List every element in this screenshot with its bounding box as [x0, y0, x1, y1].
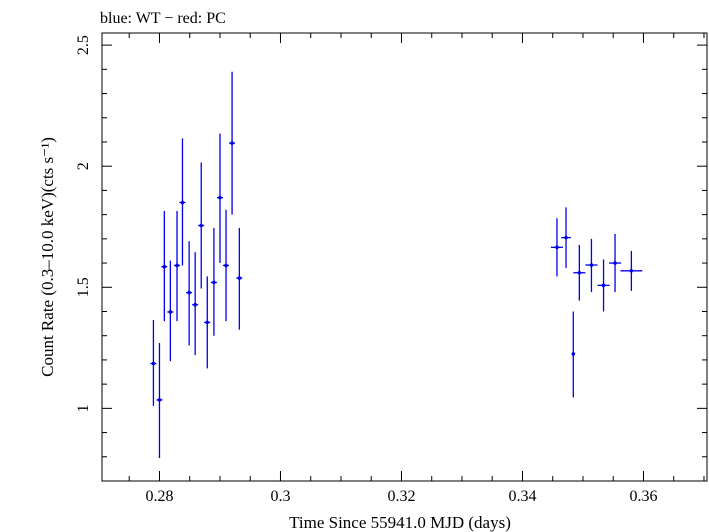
data-point	[156, 342, 163, 458]
data-point	[550, 218, 564, 277]
x-tick-label: 0.3	[270, 488, 290, 505]
data-point	[620, 250, 643, 291]
point-marker	[577, 270, 582, 275]
data-point	[186, 241, 193, 346]
point-marker	[199, 223, 204, 228]
data-point	[150, 319, 157, 406]
data-point	[204, 276, 211, 369]
point-marker	[230, 141, 234, 145]
data-point	[210, 227, 217, 336]
data-point	[585, 238, 598, 293]
data-point	[198, 162, 205, 289]
point-marker	[168, 310, 173, 314]
y-tick-label: 1	[75, 404, 92, 412]
point-marker	[571, 352, 576, 356]
point-marker	[162, 264, 167, 269]
data-point	[561, 207, 571, 268]
data-point	[229, 71, 236, 215]
point-marker	[212, 280, 216, 285]
data-point	[223, 209, 230, 322]
data-point	[173, 210, 181, 322]
x-tick-label: 0.28	[145, 488, 173, 505]
point-marker	[601, 283, 606, 288]
point-marker	[237, 276, 242, 280]
data-point	[161, 210, 168, 322]
data-point	[167, 260, 174, 362]
point-marker	[193, 302, 197, 307]
point-marker	[187, 290, 191, 295]
point-marker	[224, 263, 228, 268]
point-marker	[218, 195, 222, 200]
point-marker	[629, 269, 634, 273]
x-axis: 0.28 0.3 0.32 0.34 0.36	[128, 33, 705, 505]
y-axis: 1 1.5 2 2.5	[75, 35, 707, 482]
x-tick-label: 0.34	[508, 488, 536, 505]
point-marker	[175, 263, 179, 268]
chart-title: blue: WT − red: PC	[100, 10, 226, 27]
y-axis-title: Count Rate (0.3–10.0 keV)(cts s⁻¹)	[38, 137, 57, 377]
y-tick-label: 1.5	[75, 277, 92, 297]
point-marker	[151, 361, 156, 366]
plot-frame	[101, 32, 708, 482]
data-point	[216, 133, 223, 264]
point-marker	[564, 235, 568, 240]
x-tick-label: 0.36	[629, 488, 657, 505]
y-tick-label: 2.5	[75, 35, 92, 55]
point-marker	[589, 263, 594, 267]
point-marker	[180, 200, 185, 205]
point-marker	[613, 261, 617, 265]
point-marker	[205, 320, 210, 325]
data-point	[573, 244, 586, 301]
y-tick-label: 2	[75, 162, 92, 170]
x-axis-title: Time Since 55941.0 MJD (days)	[289, 513, 511, 532]
point-marker	[157, 398, 162, 402]
data-series	[150, 71, 643, 458]
data-point	[179, 138, 186, 266]
data-point	[571, 311, 576, 398]
data-point	[608, 233, 622, 293]
data-point	[597, 259, 610, 312]
point-marker	[555, 245, 559, 250]
x-tick-label: 0.32	[387, 488, 415, 505]
data-point	[236, 227, 243, 330]
data-point	[192, 252, 199, 356]
